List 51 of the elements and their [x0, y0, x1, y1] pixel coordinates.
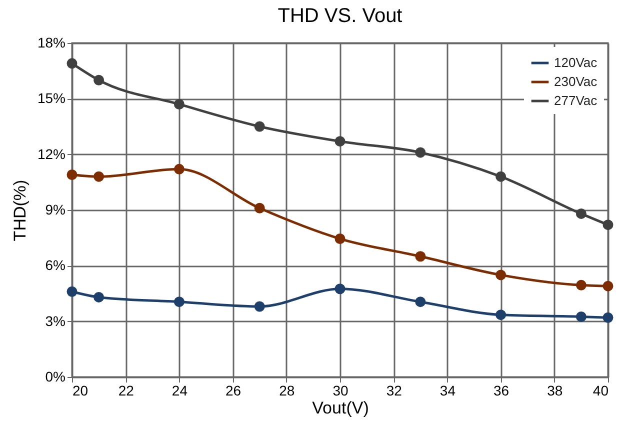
x-tick-label: 28	[279, 382, 295, 398]
point	[602, 312, 614, 323]
legend-label: 120Vac	[554, 55, 598, 70]
point	[174, 99, 184, 110]
y-tick-label: 3%	[45, 312, 66, 329]
point	[415, 251, 426, 262]
point	[254, 121, 265, 132]
y-tick-label: 6%	[45, 257, 66, 274]
point	[174, 296, 184, 308]
point	[496, 270, 506, 280]
point	[174, 164, 184, 174]
point	[576, 208, 586, 219]
point	[334, 234, 346, 244]
x-tick-label: 32	[386, 382, 402, 398]
y-tick-label: 9%	[45, 202, 66, 218]
x-tick-label: 24	[172, 382, 188, 398]
chart-title: THD VS. Vout	[278, 5, 403, 27]
point	[66, 58, 78, 69]
y-tick-label: 18%	[37, 34, 66, 50]
point	[602, 280, 614, 292]
x-tick-label: 38	[547, 382, 563, 398]
x-tick-label: 36	[494, 382, 510, 398]
point	[496, 171, 506, 182]
point	[334, 136, 346, 147]
x-tick-label: 34	[440, 382, 456, 398]
point	[94, 74, 104, 86]
y-tick-label: 0%	[45, 368, 66, 384]
legend-label: 230Vac	[554, 74, 598, 89]
point	[576, 280, 586, 290]
point	[254, 202, 265, 214]
point	[576, 311, 586, 322]
point	[334, 284, 346, 294]
point	[94, 292, 104, 302]
x-tick-label: 20	[72, 382, 88, 398]
point	[66, 170, 78, 180]
y-tick-label: 12%	[37, 146, 66, 162]
point	[602, 220, 614, 230]
point	[254, 301, 265, 312]
point	[415, 296, 426, 308]
y-tick-label: 15%	[37, 90, 66, 106]
y-axis-title: THD(%)	[10, 180, 30, 242]
point	[415, 147, 426, 158]
x-tick-label: 26	[226, 382, 242, 398]
x-tick-label: 30	[332, 382, 348, 398]
point	[496, 310, 506, 320]
x-tick-label: 40	[592, 382, 609, 398]
x-tick-label: 22	[118, 382, 134, 398]
legend-label: 277Vac	[554, 93, 598, 108]
point	[66, 286, 78, 297]
x-axis-title: Vout(V)	[312, 398, 369, 418]
point	[94, 171, 104, 182]
